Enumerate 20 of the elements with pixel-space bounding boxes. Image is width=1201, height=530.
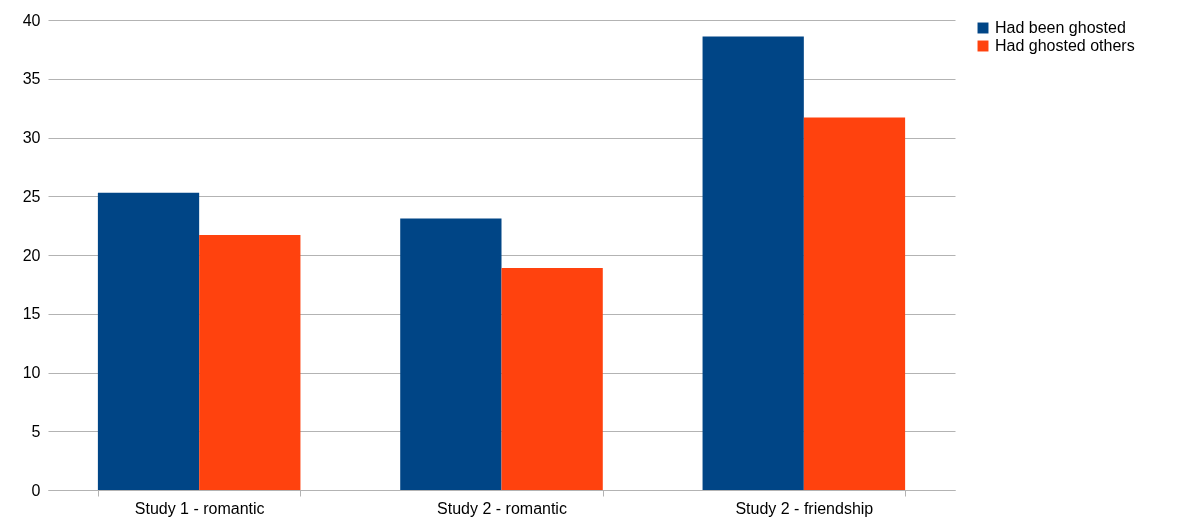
legend-label: Had ghosted others <box>995 37 1135 54</box>
y-tick-label: 30 <box>22 129 41 146</box>
y-tick-label: 25 <box>22 187 41 205</box>
x-tick-label: Study 1 - romantic <box>134 499 265 517</box>
y-tick-label: 0 <box>31 481 41 499</box>
y-tick-label: 20 <box>22 246 41 264</box>
y-tick-label: 40 <box>22 11 41 29</box>
bar <box>199 235 301 490</box>
x-tick-label: Study 2 - friendship <box>735 499 874 517</box>
bar <box>97 192 200 490</box>
y-tick-label: 5 <box>31 422 41 440</box>
bar <box>400 218 502 490</box>
bar <box>803 117 906 490</box>
bar <box>702 36 804 490</box>
y-tick-label: 10 <box>22 364 41 381</box>
x-tick-label: Study 2 - romantic <box>437 499 567 517</box>
y-tick-label: 15 <box>22 305 41 323</box>
y-tick-label: 35 <box>22 70 41 88</box>
legend-label: Had been ghosted <box>995 19 1126 36</box>
bar <box>501 267 603 490</box>
